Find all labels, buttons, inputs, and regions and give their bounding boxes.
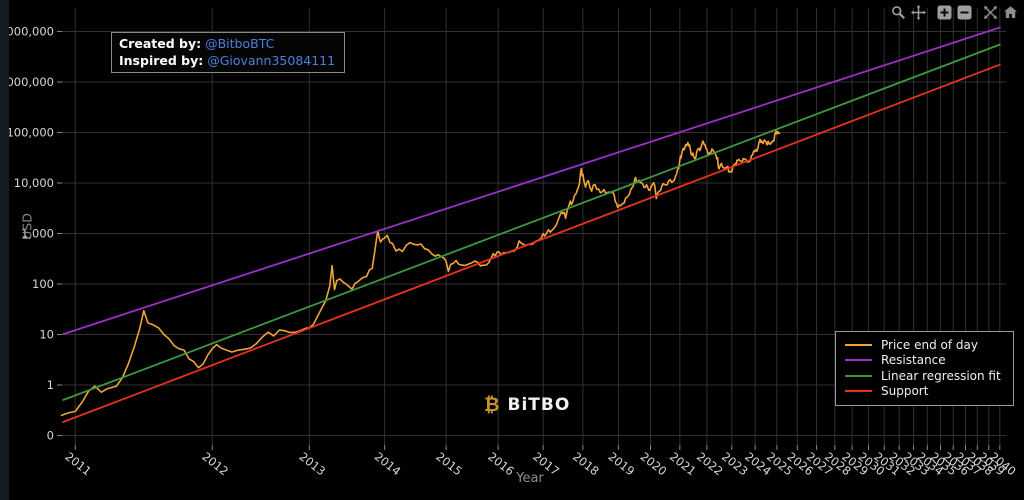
modebar [887,3,1019,21]
svg-text:2014: 2014 [372,449,404,478]
series-linear-regression-fit [62,43,1001,401]
bitbo-watermark: ₿ BiTBO [484,394,570,416]
svg-text:1,000: 1,000 [21,227,54,241]
credits-annotation: Created by: @BitboBTC Inspired by: @Giov… [111,32,346,73]
regression-line-swatch [845,374,872,377]
svg-text:2015: 2015 [433,449,465,478]
svg-text:2021: 2021 [667,449,699,478]
legend-label: Resistance [881,353,946,368]
tick-marks [57,31,1001,450]
support-line-swatch [845,390,872,393]
y-axis-title: USD [19,213,35,240]
svg-text:2040: 2040 [987,449,1019,478]
svg-text:100: 100 [32,277,54,291]
svg-text:10,000,000: 10,000,000 [0,25,54,39]
svg-text:2018: 2018 [570,449,602,478]
svg-text:10,000: 10,000 [14,176,54,190]
zoom-tool-button[interactable] [889,3,907,21]
legend-item-regression[interactable]: Linear regression fit [845,368,1001,384]
legend-label: Support [881,384,929,399]
svg-text:2020: 2020 [638,449,670,478]
legend-item-support[interactable]: Support [845,384,1001,400]
svg-text:2013: 2013 [296,449,328,478]
bitbo-logo-icon: ₿ [484,394,500,416]
autoscale-button[interactable] [981,3,999,21]
legend-label: Linear regression fit [881,368,1001,383]
svg-text:2011: 2011 [62,449,94,478]
svg-text:2022: 2022 [694,449,726,478]
svg-text:2019: 2019 [606,449,638,478]
resistance-line-swatch [845,359,872,362]
svg-text:1: 1 [47,378,54,392]
svg-text:0: 0 [47,429,54,443]
svg-text:2023: 2023 [719,449,751,478]
price-line-swatch [845,343,872,346]
bitbo-logo-text: BiTBO [507,395,571,415]
legend-item-resistance[interactable]: Resistance [845,353,1001,369]
legend-label: Price end of day [881,337,978,352]
pan-tool-button[interactable] [909,3,927,21]
svg-text:1,000,000: 1,000,000 [0,75,54,89]
y-tick-labels: 0 1 10 100 1,000 10,000 100,000 1,000,000 10,000… [0,25,54,443]
zoom-in-button[interactable] [935,3,953,21]
inspired-by-handle[interactable]: @Giovann35084111 [207,53,336,68]
pan-arrows-icon [910,4,926,20]
plus-square-icon [937,5,951,19]
inspired-by-line: Inspired by: @Giovann35084111 [119,52,335,69]
created-by-line: Created by: @BitboBTC [119,35,335,52]
created-by-label: Created by: [119,36,202,51]
expand-arrows-icon [983,5,997,19]
series-support [62,63,1001,423]
inspired-by-label: Inspired by: [119,53,204,68]
minus-square-icon [957,5,971,19]
magnifier-icon [891,5,905,19]
legend: Price end of day Resistance Linear regre… [835,331,1014,406]
series-resistance [62,26,1001,336]
legend-item-price[interactable]: Price end of day [845,337,1001,353]
svg-text:2012: 2012 [199,449,231,478]
created-by-handle[interactable]: @BitboBTC [205,36,275,51]
reset-axes-button[interactable] [1001,3,1019,21]
zoom-out-button[interactable] [955,3,973,21]
home-icon [1003,5,1017,18]
svg-text:100,000: 100,000 [6,126,54,140]
data-series [60,26,1001,423]
x-axis-title: Year [516,471,544,486]
page-edge-strip [0,0,9,500]
series-price-end-of-day [60,130,781,417]
svg-text:10: 10 [39,328,54,342]
